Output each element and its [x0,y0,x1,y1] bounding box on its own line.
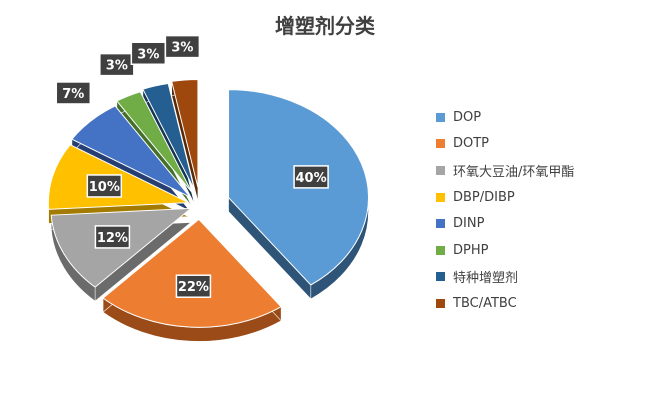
legend-item: 环氧大豆油/环氧甲酯 [436,157,574,184]
legend-swatch [436,112,445,122]
data-label-4: 7% [55,81,92,105]
legend-label: 特种增塑剂 [453,271,519,287]
data-label-text-3: 10% [89,180,120,195]
legend-swatch [436,245,445,255]
pie-slice-5 [116,91,193,193]
data-label-text-4: 7% [62,87,84,102]
data-label-5: 3% [99,52,135,77]
pie-slice-6 [142,82,195,190]
legend-label: DINP [453,216,485,232]
data-label-text-5: 3% [106,59,128,74]
chart-legend: DOP DOTP 环氧大豆油/环氧甲酯 DBP/DIBP DINP DPHP 特种增塑剂 TB… [436,104,574,317]
legend-item: DPHP [436,237,574,264]
chart-title: 增塑剂分类 [275,14,375,38]
pie-slice-4 [71,105,191,198]
legend-swatch [436,298,445,308]
data-label-6: 3% [130,41,167,66]
pie-slice-1 [102,218,282,328]
data-label-0: 40% [293,165,329,189]
legend-item: DOP [436,104,574,131]
legend-label: DOTP [453,136,490,152]
data-label-1: 22% [175,274,212,298]
legend-item: DINP [436,210,574,237]
legend-swatch [436,139,445,149]
data-label-text-1: 22% [178,280,209,295]
legend-item: DBP/DIBP [436,184,574,211]
legend-label: DPHP [453,242,489,258]
data-label-text-6: 3% [137,47,159,62]
legend-swatch [436,192,445,202]
legend-label: DOP [453,109,482,125]
data-label-text-0: 40% [296,171,327,186]
legend-label: 环氧大豆油/环氧甲酯 [453,164,575,180]
legend-item: 特种增塑剂 [436,264,574,291]
data-label-text-7: 3% [171,41,193,56]
data-label-7: 3% [164,34,201,59]
legend-swatch [436,165,445,175]
legend-swatch [436,272,445,282]
legend-label: DBP/DIBP [453,189,515,205]
legend-label: TBC/ATBC [453,295,517,311]
legend-item: TBC/ATBC [436,290,574,317]
data-label-2: 12% [94,225,131,249]
legend-swatch [436,219,445,229]
legend-item: DOTP [436,131,574,158]
pie-slice-7 [171,78,199,188]
data-label-text-2: 12% [97,231,128,246]
data-label-3: 10% [86,174,123,198]
